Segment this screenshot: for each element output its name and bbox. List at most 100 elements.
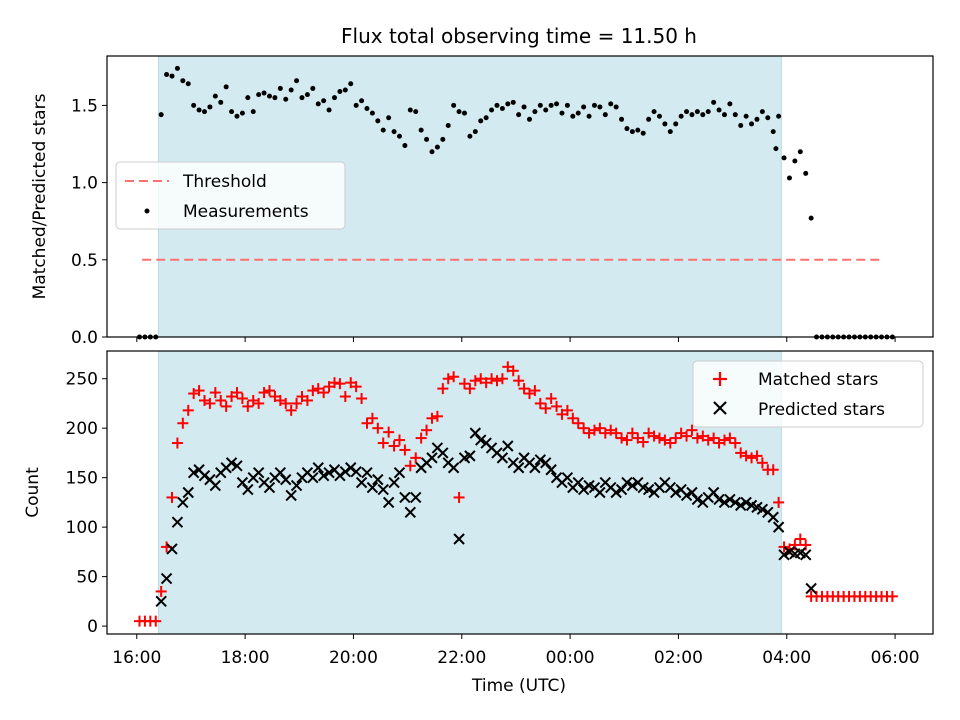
measurement-point bbox=[662, 121, 668, 127]
measurement-point bbox=[499, 105, 505, 111]
measurement-point bbox=[656, 113, 662, 119]
measurement-point bbox=[218, 99, 224, 105]
measurement-point bbox=[797, 149, 803, 155]
measurement-point bbox=[651, 109, 657, 115]
bottom-axes-frame bbox=[106, 350, 934, 635]
top-axes-frame bbox=[106, 55, 934, 338]
predicted-star-point bbox=[307, 471, 319, 484]
matched-star-point bbox=[301, 394, 313, 406]
bottom-y-axis-label: Count bbox=[23, 467, 43, 518]
legend-matched-swatch bbox=[713, 372, 727, 386]
measurement-point bbox=[575, 110, 581, 116]
predicted-star-point bbox=[540, 457, 552, 469]
matched-star-point bbox=[204, 397, 216, 409]
matched-star-point bbox=[209, 387, 221, 399]
matched-star-point bbox=[334, 378, 346, 390]
measurement-point bbox=[624, 126, 630, 132]
matched-star-point bbox=[518, 383, 530, 395]
x-tick-label: 04:00 bbox=[762, 648, 811, 668]
predicted-star-point bbox=[594, 486, 606, 499]
top-legend-box bbox=[115, 161, 346, 230]
measurement-point bbox=[532, 109, 538, 115]
measurement-point bbox=[608, 101, 614, 107]
predicted-star-point bbox=[372, 473, 384, 486]
predicted-star-point bbox=[388, 476, 400, 489]
matched-star-point bbox=[193, 385, 205, 397]
matched-star-point bbox=[453, 491, 465, 503]
measurement-point bbox=[229, 109, 235, 115]
matched-star-point bbox=[681, 430, 693, 442]
x-tick-label: 06:00 bbox=[871, 648, 920, 668]
measurement-point bbox=[738, 122, 744, 128]
predicted-star-point bbox=[263, 481, 276, 494]
matched-star-point bbox=[415, 432, 427, 444]
matched-star-point bbox=[253, 397, 265, 409]
matched-star-point bbox=[318, 387, 330, 399]
matched-star-point bbox=[616, 432, 628, 444]
predicted-star-point bbox=[345, 462, 357, 474]
measurement-point bbox=[158, 112, 164, 118]
predicted-star-point bbox=[778, 549, 790, 561]
measurement-point bbox=[749, 121, 755, 127]
bottom-y-tick-label: 150 bbox=[66, 469, 98, 489]
matched-star-point bbox=[339, 391, 351, 403]
measurement-point bbox=[548, 102, 554, 108]
measurement-point bbox=[391, 129, 397, 135]
predicted-star-point bbox=[177, 496, 189, 509]
matched-star-point bbox=[702, 434, 714, 446]
measurement-point bbox=[591, 102, 597, 108]
predicted-stars-points bbox=[155, 427, 817, 608]
predicted-star-point bbox=[621, 476, 633, 489]
predicted-star-point bbox=[713, 493, 725, 506]
legend-predicted-swatch bbox=[713, 401, 727, 415]
measurement-point bbox=[315, 101, 321, 107]
predicted-star-point bbox=[740, 496, 752, 509]
predicted-star-point bbox=[323, 467, 335, 479]
predicted-star-point bbox=[577, 483, 590, 496]
matched-star-point bbox=[399, 444, 411, 456]
measurement-point bbox=[516, 112, 522, 118]
matched-star-point bbox=[767, 464, 779, 476]
bottom-legend-box bbox=[692, 360, 924, 428]
measurement-point bbox=[196, 107, 202, 113]
matched-stars-points bbox=[133, 361, 898, 627]
measurement-point bbox=[283, 96, 289, 102]
measurement-point bbox=[472, 129, 478, 135]
measurement-point bbox=[510, 99, 516, 105]
matched-star-point bbox=[708, 432, 720, 444]
measurement-point bbox=[619, 116, 625, 122]
predicted-star-point bbox=[231, 460, 243, 472]
measurement-point bbox=[413, 109, 419, 115]
measurement-point bbox=[781, 155, 787, 161]
bottom-y-tick-label: 200 bbox=[66, 419, 98, 439]
predicted-star-point bbox=[502, 440, 514, 452]
measurement-point bbox=[521, 104, 527, 110]
top-y-tick-label: 1.5 bbox=[71, 96, 98, 116]
x-tick-label: 20:00 bbox=[329, 648, 378, 668]
matched-star-point bbox=[231, 387, 243, 399]
measurement-point bbox=[483, 115, 489, 121]
matched-star-point bbox=[588, 424, 600, 436]
top-y-tick-label: 1.0 bbox=[71, 174, 98, 194]
predicted-star-point bbox=[426, 452, 438, 464]
predicted-star-point bbox=[735, 499, 747, 512]
measurement-point bbox=[185, 81, 191, 87]
predicted-star-point bbox=[724, 493, 736, 506]
top-y-axis-label: Matched/Predicted stars bbox=[30, 93, 50, 299]
bottom-x-ticks: 16:00 18:00 20:00 22:00 00:00 02:00 04:00 06:00 bbox=[112, 634, 920, 668]
matched-star-point bbox=[383, 426, 395, 438]
measurement-point bbox=[326, 107, 332, 113]
matched-star-point bbox=[404, 460, 416, 472]
matched-star-point bbox=[594, 422, 606, 434]
measurement-point bbox=[673, 121, 679, 127]
measurement-point bbox=[337, 89, 343, 95]
matched-star-point bbox=[637, 436, 649, 448]
measurement-point bbox=[554, 101, 560, 107]
matched-star-point bbox=[350, 381, 362, 393]
measurement-point bbox=[304, 92, 310, 98]
measurement-point bbox=[310, 85, 316, 91]
measurement-point bbox=[743, 113, 749, 119]
x-tick-label: 16:00 bbox=[112, 648, 161, 668]
predicted-star-point bbox=[670, 486, 682, 499]
measurement-point bbox=[776, 113, 782, 119]
